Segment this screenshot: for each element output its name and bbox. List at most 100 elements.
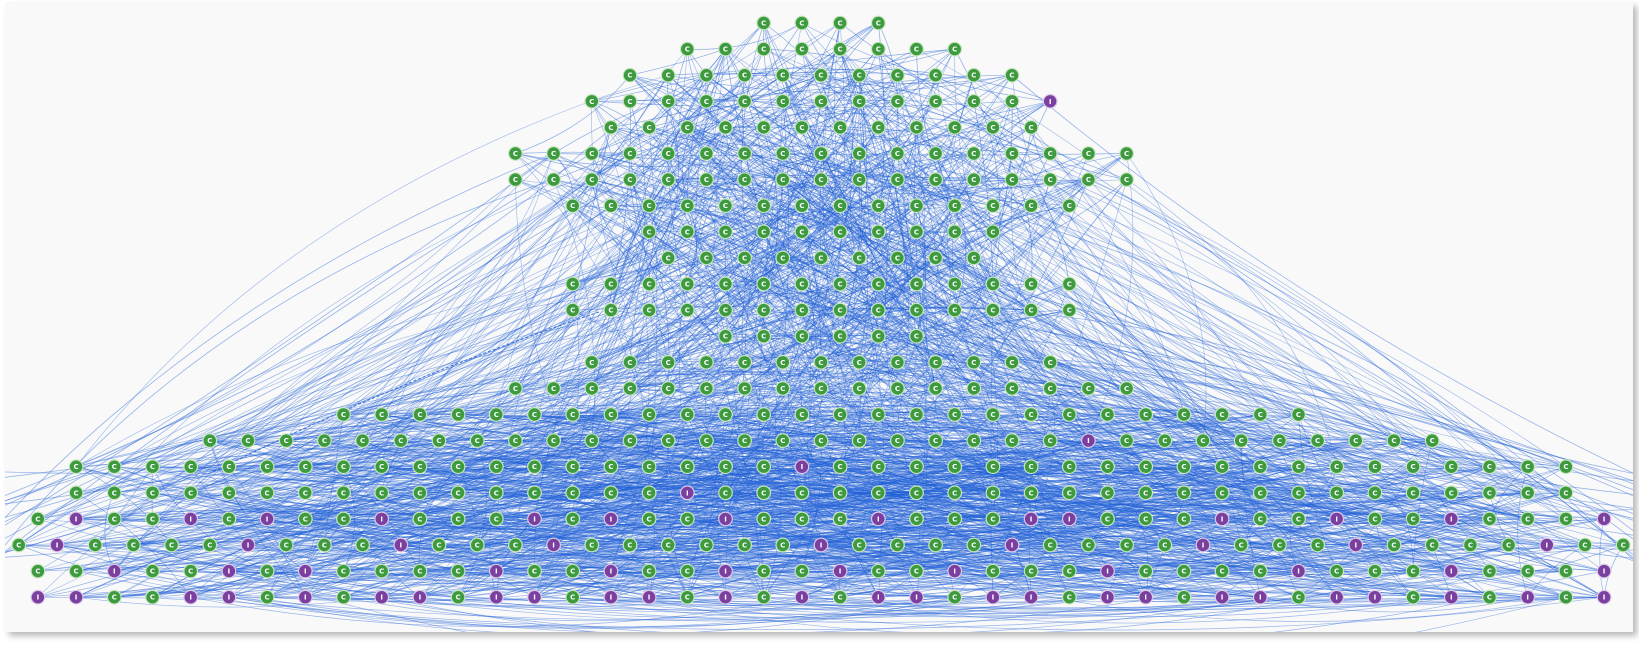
class-node-icon[interactable]: C <box>641 511 657 527</box>
class-node-icon[interactable]: C <box>775 67 791 83</box>
interface-node-icon[interactable]: I <box>832 563 848 579</box>
class-node-icon[interactable]: C <box>393 433 409 448</box>
interface-node-icon[interactable]: I <box>527 511 542 527</box>
class-node-icon[interactable]: C <box>412 485 428 501</box>
class-node-icon[interactable]: C <box>1023 407 1039 422</box>
interface-node-icon[interactable]: I <box>68 511 84 527</box>
class-node-icon[interactable]: C <box>1291 485 1306 501</box>
interface-node-icon[interactable]: I <box>1214 589 1230 605</box>
class-node-icon[interactable]: C <box>928 250 943 266</box>
interface-node-icon[interactable]: I <box>909 589 924 605</box>
interface-node-icon[interactable]: I <box>1252 589 1268 605</box>
class-node-icon[interactable]: C <box>1061 407 1077 422</box>
class-node-icon[interactable]: C <box>1100 511 1115 527</box>
class-node-icon[interactable]: C <box>508 172 523 188</box>
interface-node-icon[interactable]: I <box>546 537 561 553</box>
class-node-icon[interactable]: C <box>565 589 581 605</box>
class-node-icon[interactable]: C <box>832 276 848 292</box>
class-node-icon[interactable]: C <box>890 146 905 161</box>
class-node-icon[interactable]: C <box>1310 537 1325 553</box>
class-node-icon[interactable]: C <box>565 485 581 501</box>
class-node-icon[interactable]: C <box>1157 537 1173 553</box>
interface-node-icon[interactable]: I <box>1004 537 1020 553</box>
class-node-icon[interactable]: C <box>1520 485 1536 501</box>
class-node-icon[interactable]: C <box>317 433 332 448</box>
class-node-icon[interactable]: C <box>832 459 848 475</box>
class-node-icon[interactable]: C <box>68 485 84 501</box>
class-node-icon[interactable]: C <box>259 589 275 605</box>
class-node-icon[interactable]: C <box>1081 381 1096 396</box>
class-node-icon[interactable]: C <box>145 459 160 475</box>
class-node-icon[interactable]: C <box>909 120 924 135</box>
interface-node-icon[interactable]: I <box>49 537 65 553</box>
class-node-icon[interactable]: C <box>259 459 275 475</box>
interface-node-icon[interactable]: I <box>221 563 237 579</box>
interface-node-icon[interactable]: I <box>1100 589 1115 605</box>
interface-node-icon[interactable]: I <box>718 511 733 527</box>
class-node-icon[interactable]: C <box>412 407 428 422</box>
class-node-icon[interactable]: C <box>87 537 103 553</box>
class-node-icon[interactable]: C <box>1386 433 1402 448</box>
class-node-icon[interactable]: C <box>1482 563 1497 579</box>
class-node-icon[interactable]: C <box>641 120 657 135</box>
class-node-icon[interactable]: C <box>336 407 351 422</box>
class-node-icon[interactable]: C <box>1023 276 1039 292</box>
class-node-icon[interactable]: C <box>870 459 886 475</box>
class-node-icon[interactable]: C <box>1138 407 1154 422</box>
class-node-icon[interactable]: C <box>1558 589 1574 605</box>
class-node-icon[interactable]: C <box>488 511 504 527</box>
class-node-icon[interactable]: C <box>756 120 772 135</box>
class-node-icon[interactable]: C <box>1367 563 1383 579</box>
class-node-icon[interactable]: C <box>30 511 46 527</box>
class-node-icon[interactable]: C <box>794 41 810 57</box>
class-node-icon[interactable]: C <box>832 511 848 527</box>
class-node-icon[interactable]: C <box>1233 433 1249 448</box>
class-node-icon[interactable]: C <box>756 198 772 214</box>
class-node-icon[interactable]: C <box>1004 354 1020 370</box>
class-node-icon[interactable]: C <box>1405 589 1421 605</box>
class-node-icon[interactable]: C <box>966 172 982 188</box>
class-node-icon[interactable]: C <box>775 381 791 396</box>
class-node-icon[interactable]: C <box>909 224 924 240</box>
class-node-icon[interactable]: C <box>794 120 810 135</box>
interface-node-icon[interactable]: I <box>1042 93 1058 109</box>
class-node-icon[interactable]: C <box>985 198 1001 214</box>
class-node-icon[interactable]: C <box>737 354 752 370</box>
class-node-icon[interactable]: C <box>622 172 638 188</box>
class-node-icon[interactable]: C <box>1138 485 1154 501</box>
interface-node-icon[interactable]: I <box>603 563 619 579</box>
class-node-icon[interactable]: C <box>718 328 733 344</box>
class-node-icon[interactable]: C <box>870 302 886 318</box>
class-node-icon[interactable]: C <box>125 537 141 553</box>
class-node-icon[interactable]: C <box>603 302 619 318</box>
interface-node-icon[interactable]: I <box>488 563 504 579</box>
class-node-icon[interactable]: C <box>737 67 752 83</box>
class-node-icon[interactable]: C <box>1558 459 1574 475</box>
class-node-icon[interactable]: C <box>1081 172 1096 188</box>
class-node-icon[interactable]: C <box>909 485 924 501</box>
interface-node-icon[interactable]: I <box>374 511 390 527</box>
class-node-icon[interactable]: C <box>641 485 657 501</box>
class-node-icon[interactable]: C <box>297 459 313 475</box>
class-node-icon[interactable]: C <box>1367 485 1383 501</box>
class-node-icon[interactable]: C <box>870 198 886 214</box>
class-node-icon[interactable]: C <box>355 537 370 553</box>
class-node-icon[interactable]: C <box>890 67 905 83</box>
class-node-icon[interactable]: C <box>336 511 351 527</box>
class-node-icon[interactable]: C <box>870 15 886 31</box>
class-node-icon[interactable]: C <box>775 146 791 161</box>
class-node-icon[interactable]: C <box>756 224 772 240</box>
class-node-icon[interactable]: C <box>928 93 943 109</box>
class-node-icon[interactable]: C <box>947 302 963 318</box>
class-node-icon[interactable]: C <box>775 537 791 553</box>
class-node-icon[interactable]: C <box>794 224 810 240</box>
class-node-icon[interactable]: C <box>1100 407 1115 422</box>
class-node-icon[interactable]: C <box>985 120 1001 135</box>
class-node-icon[interactable]: C <box>1424 433 1440 448</box>
class-node-icon[interactable]: C <box>832 224 848 240</box>
class-node-icon[interactable]: C <box>794 198 810 214</box>
class-node-icon[interactable]: C <box>660 93 676 109</box>
class-node-icon[interactable]: C <box>928 537 943 553</box>
class-node-icon[interactable]: C <box>909 328 924 344</box>
